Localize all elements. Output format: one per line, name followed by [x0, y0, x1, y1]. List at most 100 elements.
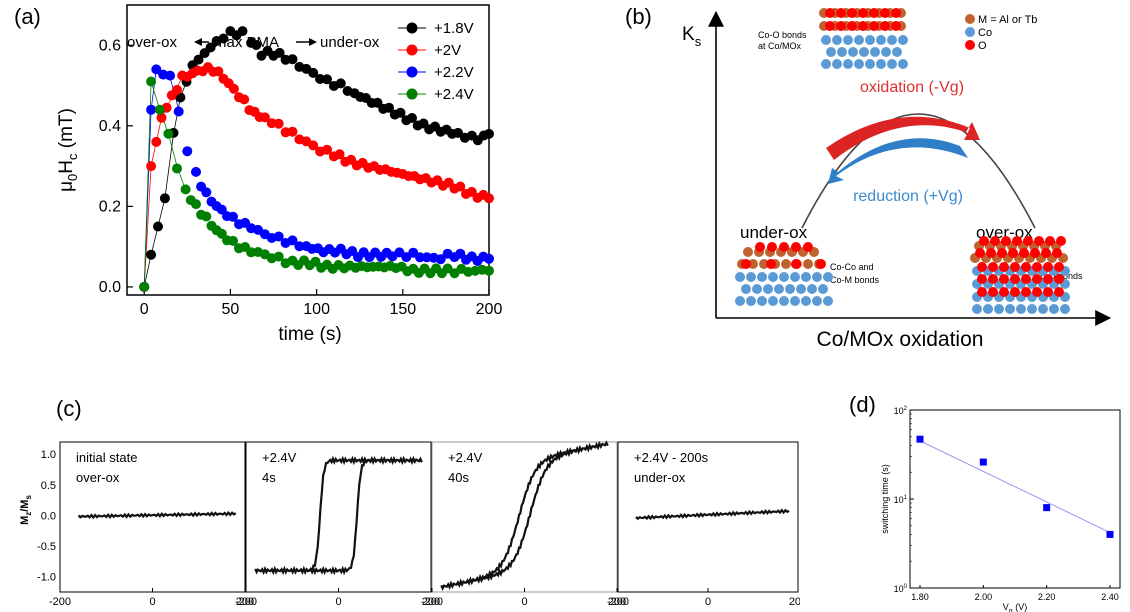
atom [1043, 287, 1053, 297]
data-point [205, 42, 216, 53]
atom [735, 272, 745, 282]
atom [988, 262, 998, 272]
atom [1010, 287, 1020, 297]
atom [818, 284, 828, 294]
legend-dot [965, 27, 975, 37]
atom [881, 47, 891, 57]
x-tick-label: -200 [235, 596, 257, 608]
atom [1012, 236, 1022, 246]
data-point [182, 146, 193, 157]
atom [785, 284, 795, 294]
atom [869, 21, 879, 31]
atom [823, 296, 833, 306]
atom [977, 262, 987, 272]
panel-label-a: (a) [14, 4, 41, 29]
atom [1054, 287, 1064, 297]
atom [1043, 262, 1053, 272]
atom [843, 59, 853, 69]
data-point [175, 92, 186, 103]
chart-a-time-coercivity: 0 50 100 150 200 0.0 0.2 0.4 0.6 time (s) μ0Hc (… [56, 4, 502, 345]
y-tick-label: 102 [894, 406, 908, 416]
atom [767, 242, 777, 252]
atom [759, 259, 769, 269]
data-point [153, 221, 163, 232]
atom [975, 248, 985, 258]
x-tick-label: -200 [421, 596, 443, 608]
legend-dot [965, 14, 975, 24]
y-tick-label: 0.5 [41, 480, 56, 492]
atom [821, 59, 831, 69]
data-point [334, 149, 345, 160]
data-point [172, 84, 182, 95]
data-point [259, 112, 270, 123]
atom [891, 21, 901, 31]
oxidation-label: oxidation (-Vg) [860, 79, 964, 96]
data-point [165, 70, 176, 81]
data-point [294, 241, 305, 252]
atom [858, 8, 868, 18]
atom [1010, 274, 1020, 284]
atom [741, 259, 751, 269]
data-point [1043, 504, 1051, 512]
x-tick-label: 0 [335, 596, 341, 608]
chart-a-legend: +1.8V +2V +2.2V +2.4V [398, 20, 474, 103]
atom [977, 287, 987, 297]
atom [832, 59, 842, 69]
atom [1010, 262, 1020, 272]
data-point [180, 184, 191, 195]
atom [791, 259, 801, 269]
data-point [159, 193, 170, 204]
chart-a-annotation-underox: under-ox [320, 34, 380, 51]
subplot-label: +2.4V [262, 450, 297, 465]
diagram-b-ks-curve [801, 113, 1036, 229]
data-point [322, 144, 332, 155]
legend-marker [406, 22, 418, 34]
atom [898, 35, 908, 45]
atom [865, 35, 875, 45]
atom [990, 236, 1000, 246]
atom [832, 35, 842, 45]
atom [781, 259, 791, 269]
atom [743, 247, 753, 257]
atom [983, 304, 993, 314]
atom [746, 296, 756, 306]
x-tick-label: 200 [236, 596, 254, 608]
data-point [273, 231, 284, 242]
x-tick-label: 2.00 [975, 592, 993, 602]
atom [768, 296, 778, 306]
data-point [154, 104, 165, 115]
legend-label: +2.2V [434, 64, 474, 81]
panel-label-b: (b) [625, 4, 652, 29]
x-tick-label: 0 [149, 596, 155, 608]
atom [801, 272, 811, 282]
atom [999, 262, 1009, 272]
atom [812, 296, 822, 306]
data-point [218, 33, 229, 44]
atom [1038, 304, 1048, 314]
y-tick-label: 0.0 [99, 279, 121, 296]
x-tick-label: 200 [608, 596, 626, 608]
panel-label-c: (c) [56, 396, 82, 421]
data-point [287, 54, 298, 65]
atom [791, 242, 801, 252]
hysteresis-loop [254, 455, 423, 576]
atom [768, 272, 778, 282]
diagram-b-atom-stacks [735, 8, 1070, 314]
atom [735, 296, 745, 306]
atom [898, 59, 908, 69]
subplot-label: 40s [448, 470, 469, 485]
data-point [228, 211, 238, 222]
atom [870, 47, 880, 57]
data-point [273, 118, 284, 129]
data-point [453, 127, 463, 138]
y-tick-label: -1.0 [37, 572, 56, 584]
data-point [287, 126, 298, 137]
diagram-b-ylabel: Ks [682, 24, 702, 49]
atom [858, 21, 868, 31]
top-stack-caption-1: Co-O bonds [758, 30, 807, 40]
legend-label: Co [978, 27, 992, 39]
x-tick-label: 0 [521, 596, 527, 608]
